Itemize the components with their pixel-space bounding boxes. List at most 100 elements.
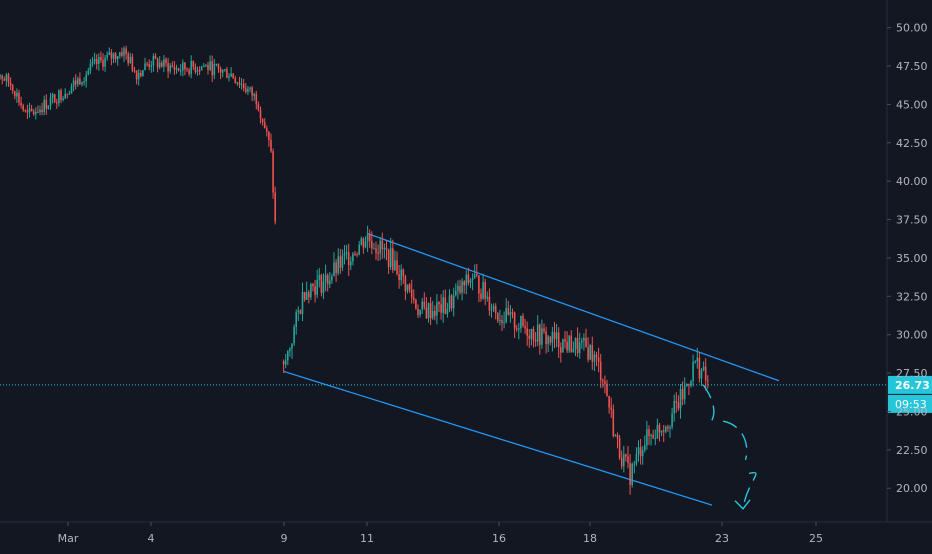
candle-body	[72, 80, 75, 87]
candle-body	[326, 275, 329, 285]
candle-body	[423, 301, 426, 308]
candle-body	[238, 82, 241, 85]
candle-body	[570, 335, 573, 353]
projection-path[interactable]	[702, 384, 757, 510]
candle-body	[461, 281, 463, 293]
candle-body	[270, 139, 272, 152]
candle-body	[360, 238, 363, 245]
candle-body	[114, 53, 117, 60]
candle-body	[211, 61, 213, 76]
candle-body	[440, 304, 442, 313]
channel-upper-line[interactable]	[366, 232, 780, 382]
candle-body	[11, 85, 14, 92]
candle-body	[282, 361, 285, 365]
candle-body	[656, 424, 659, 439]
projection-arrow[interactable]	[702, 384, 757, 510]
candle-body	[150, 65, 153, 67]
candle-body	[446, 309, 449, 314]
candle-body	[625, 454, 627, 457]
candle-body	[681, 388, 684, 400]
candle-body	[100, 57, 102, 61]
candle-body	[557, 332, 560, 348]
candle-body	[686, 384, 688, 386]
candle-body	[564, 339, 566, 342]
candle-body	[188, 70, 190, 74]
candle-body	[375, 248, 377, 253]
candle-body	[694, 361, 696, 363]
y-tick-label: 30.00	[896, 329, 928, 342]
candle-body	[455, 290, 457, 296]
candle-body	[53, 94, 56, 103]
candle-body	[354, 253, 356, 255]
candle-body	[144, 63, 146, 71]
candle-body	[335, 262, 337, 274]
candle-body	[339, 256, 342, 268]
candle-body	[81, 82, 83, 85]
candle-body	[568, 335, 570, 351]
candle-body	[295, 311, 297, 327]
candle-body	[436, 302, 438, 316]
candle-body	[274, 192, 276, 222]
candle-body	[620, 457, 623, 467]
candle-body	[236, 82, 239, 84]
candle-body	[641, 450, 644, 457]
candle-body	[98, 57, 100, 64]
candle-body	[51, 94, 54, 98]
candle-body	[692, 361, 694, 382]
candle-body	[209, 61, 211, 70]
candle-body	[347, 252, 350, 266]
y-tick-label: 35.00	[896, 252, 928, 265]
candle-body	[704, 366, 707, 381]
y-tick-label: 37.50	[896, 214, 928, 227]
candle-body	[232, 73, 234, 79]
candle-body	[125, 48, 127, 54]
candle-body	[450, 295, 453, 309]
candle-body	[587, 347, 589, 360]
x-tick-label: 9	[281, 532, 288, 545]
candle-body	[261, 118, 264, 123]
candle-body	[549, 336, 552, 343]
candle-body	[255, 93, 258, 105]
x-tick-label: 25	[809, 532, 823, 545]
candle-body	[194, 66, 197, 72]
candle-body	[637, 447, 640, 454]
candle-body	[175, 68, 178, 70]
candle-body	[14, 91, 16, 97]
candle-body	[272, 151, 274, 193]
candle-body	[60, 90, 62, 100]
candle-body	[146, 63, 148, 65]
candle-body	[68, 93, 71, 95]
candle-body	[291, 343, 293, 349]
last-price-label: 26.73	[895, 379, 930, 392]
candle-body	[368, 234, 371, 242]
candle-body	[58, 90, 60, 104]
candle-body	[257, 104, 260, 110]
candle-body	[179, 70, 182, 72]
candle-body	[578, 342, 581, 353]
y-tick-label: 25.00	[896, 405, 928, 418]
channel-lower-line[interactable]	[283, 370, 713, 506]
candle-body	[413, 297, 415, 300]
candle-body	[301, 291, 304, 315]
candle-body	[581, 340, 583, 343]
candle-body	[77, 78, 79, 85]
trend-channel[interactable]	[283, 232, 780, 506]
candle-body	[499, 320, 501, 322]
candle-body	[696, 357, 699, 362]
candle-body	[547, 336, 549, 345]
candle-body	[623, 454, 625, 467]
y-axis[interactable]: 20.00 22.50 25.00 27.50 30.00 32.50 35.00 37.50…	[886, 0, 928, 522]
candle-body	[331, 276, 333, 281]
candle-body	[658, 424, 661, 433]
candle-body	[599, 361, 602, 380]
candle-body	[671, 413, 673, 428]
candle-body	[251, 87, 253, 96]
candle-body	[476, 274, 478, 276]
x-axis[interactable]: Mar 4 9 11 16 18 23 25	[0, 521, 932, 545]
candle-body	[595, 354, 598, 358]
candle-body	[140, 72, 142, 76]
candle-body	[219, 68, 222, 73]
y-tick-label: 47.50	[896, 60, 928, 73]
